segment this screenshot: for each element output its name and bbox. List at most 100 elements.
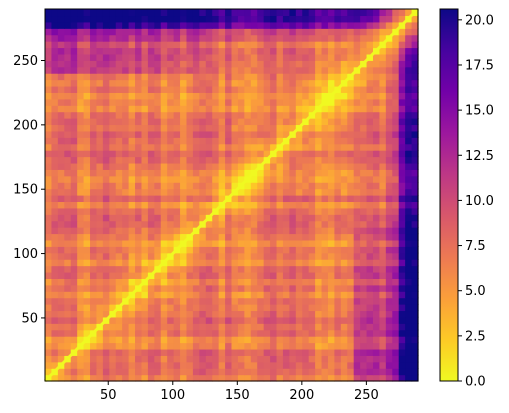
heatmap-cell bbox=[141, 188, 149, 196]
heatmap-cell bbox=[212, 124, 220, 132]
heatmap-cell bbox=[205, 79, 213, 87]
heatmap-cell bbox=[360, 259, 368, 267]
heatmap-cell bbox=[77, 60, 85, 68]
heatmap-cell bbox=[405, 21, 413, 29]
heatmap-cell bbox=[315, 278, 323, 286]
heatmap-cell bbox=[83, 111, 91, 119]
heatmap-cell bbox=[334, 271, 342, 279]
heatmap-cell bbox=[398, 323, 406, 331]
heatmap-cell bbox=[122, 130, 130, 138]
heatmap-cell bbox=[77, 195, 85, 203]
heatmap-cell bbox=[295, 374, 303, 382]
heatmap-cell bbox=[225, 374, 233, 382]
heatmap-cell bbox=[141, 47, 149, 55]
heatmap-cell bbox=[257, 130, 265, 138]
heatmap-cell bbox=[244, 310, 252, 318]
heatmap-cell bbox=[372, 252, 381, 260]
heatmap-cell bbox=[360, 348, 368, 356]
heatmap-cell bbox=[276, 21, 284, 29]
heatmap-cell bbox=[186, 368, 194, 376]
heatmap-cell bbox=[57, 214, 65, 222]
heatmap-cell bbox=[231, 79, 239, 87]
heatmap-cell bbox=[327, 278, 335, 286]
heatmap-cell bbox=[135, 34, 143, 42]
heatmap-cell bbox=[115, 85, 123, 93]
heatmap-cell bbox=[321, 361, 329, 369]
heatmap-cell bbox=[327, 21, 335, 29]
heatmap-cell bbox=[64, 66, 72, 74]
heatmap-cell bbox=[270, 28, 278, 36]
heatmap-cell bbox=[405, 105, 413, 113]
x-tick-label: 250 bbox=[354, 388, 379, 403]
heatmap-cell bbox=[83, 239, 91, 247]
heatmap-cell bbox=[360, 374, 368, 382]
heatmap-cell bbox=[212, 98, 220, 106]
heatmap-cell bbox=[83, 188, 91, 196]
heatmap-cell bbox=[270, 259, 278, 267]
heatmap-cell bbox=[225, 73, 233, 81]
heatmap-cell bbox=[135, 169, 143, 177]
heatmap-cell bbox=[398, 368, 406, 376]
heatmap-cell bbox=[237, 156, 245, 164]
heatmap-cell bbox=[128, 233, 136, 241]
heatmap-cell bbox=[212, 329, 220, 337]
heatmap-cell bbox=[360, 34, 368, 42]
heatmap-cell bbox=[295, 105, 303, 113]
heatmap-cell bbox=[244, 47, 252, 55]
heatmap-cell bbox=[122, 9, 130, 17]
heatmap-cell bbox=[192, 111, 200, 119]
heatmap-cell bbox=[192, 355, 200, 363]
heatmap-cell bbox=[405, 195, 413, 203]
heatmap-cell bbox=[327, 53, 335, 61]
heatmap-cell bbox=[263, 233, 271, 241]
heatmap-cell bbox=[218, 79, 226, 87]
heatmap-cell bbox=[289, 66, 297, 74]
heatmap-cell bbox=[289, 34, 297, 42]
heatmap-cell bbox=[147, 92, 155, 100]
heatmap-cell bbox=[231, 130, 239, 138]
heatmap-cell bbox=[70, 323, 78, 331]
heatmap-cell bbox=[340, 15, 348, 23]
heatmap-cell bbox=[379, 329, 387, 337]
heatmap-cell bbox=[173, 73, 181, 81]
heatmap-cell bbox=[411, 85, 419, 93]
heatmap-cell bbox=[128, 259, 136, 267]
heatmap-cell bbox=[327, 111, 335, 119]
heatmap-cell bbox=[96, 182, 104, 190]
heatmap-cell bbox=[411, 342, 419, 350]
heatmap-cell bbox=[205, 252, 213, 260]
heatmap-cell bbox=[295, 368, 303, 376]
heatmap-cell bbox=[340, 169, 348, 177]
heatmap-cell bbox=[237, 239, 245, 247]
heatmap-cell bbox=[160, 342, 168, 350]
heatmap-cell bbox=[109, 239, 117, 247]
heatmap-cell bbox=[321, 304, 329, 312]
heatmap-cell bbox=[244, 41, 252, 49]
heatmap-cell bbox=[302, 278, 310, 286]
heatmap-cell bbox=[83, 246, 91, 254]
heatmap-cell bbox=[147, 169, 155, 177]
heatmap-cell bbox=[186, 374, 194, 382]
heatmap-cell bbox=[205, 220, 213, 228]
heatmap-cell bbox=[90, 246, 98, 254]
heatmap-cell bbox=[237, 169, 245, 177]
heatmap-cell bbox=[327, 323, 335, 331]
heatmap-cell bbox=[96, 130, 104, 138]
heatmap-cell bbox=[282, 15, 290, 23]
heatmap-cell bbox=[147, 162, 155, 170]
heatmap-cell bbox=[250, 66, 258, 74]
heatmap-cell bbox=[385, 9, 393, 17]
heatmap-cell bbox=[295, 265, 303, 273]
heatmap-cell bbox=[392, 220, 400, 228]
heatmap-cell bbox=[141, 310, 149, 318]
heatmap-cell bbox=[250, 9, 258, 17]
heatmap-cell bbox=[366, 169, 374, 177]
heatmap-cell bbox=[276, 79, 284, 87]
heatmap-cell bbox=[411, 195, 419, 203]
heatmap-cell bbox=[167, 278, 175, 286]
heatmap-cell bbox=[109, 92, 117, 100]
heatmap-cell bbox=[51, 201, 59, 209]
heatmap-cell bbox=[64, 284, 72, 292]
heatmap-cell bbox=[83, 15, 91, 23]
heatmap-cell bbox=[77, 105, 85, 113]
